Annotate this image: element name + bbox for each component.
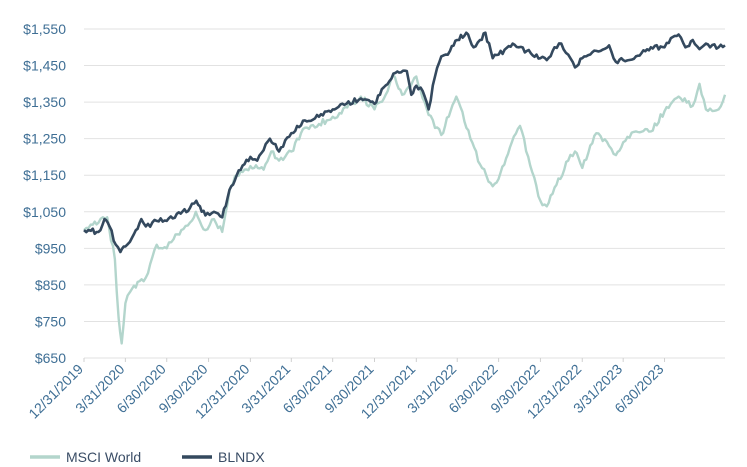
- y-tick-label: $950: [35, 240, 66, 256]
- y-tick-label: $1,550: [23, 21, 66, 37]
- legend-label: BLNDX: [218, 449, 265, 465]
- y-tick-label: $1,150: [23, 167, 66, 183]
- y-tick-label: $1,350: [23, 94, 66, 110]
- legend-label: MSCI World: [66, 449, 141, 465]
- y-tick-label: $1,050: [23, 204, 66, 220]
- x-tick-label: 12/31/2019: [25, 361, 86, 422]
- y-tick-label: $1,450: [23, 58, 66, 74]
- series-line-msci-world: [83, 73, 727, 345]
- y-tick-label: $1,250: [23, 131, 66, 147]
- y-tick-label: $750: [35, 313, 66, 329]
- y-tick-label: $850: [35, 277, 66, 293]
- series-line-blndx: [83, 31, 726, 254]
- y-tick-label: $650: [35, 350, 66, 366]
